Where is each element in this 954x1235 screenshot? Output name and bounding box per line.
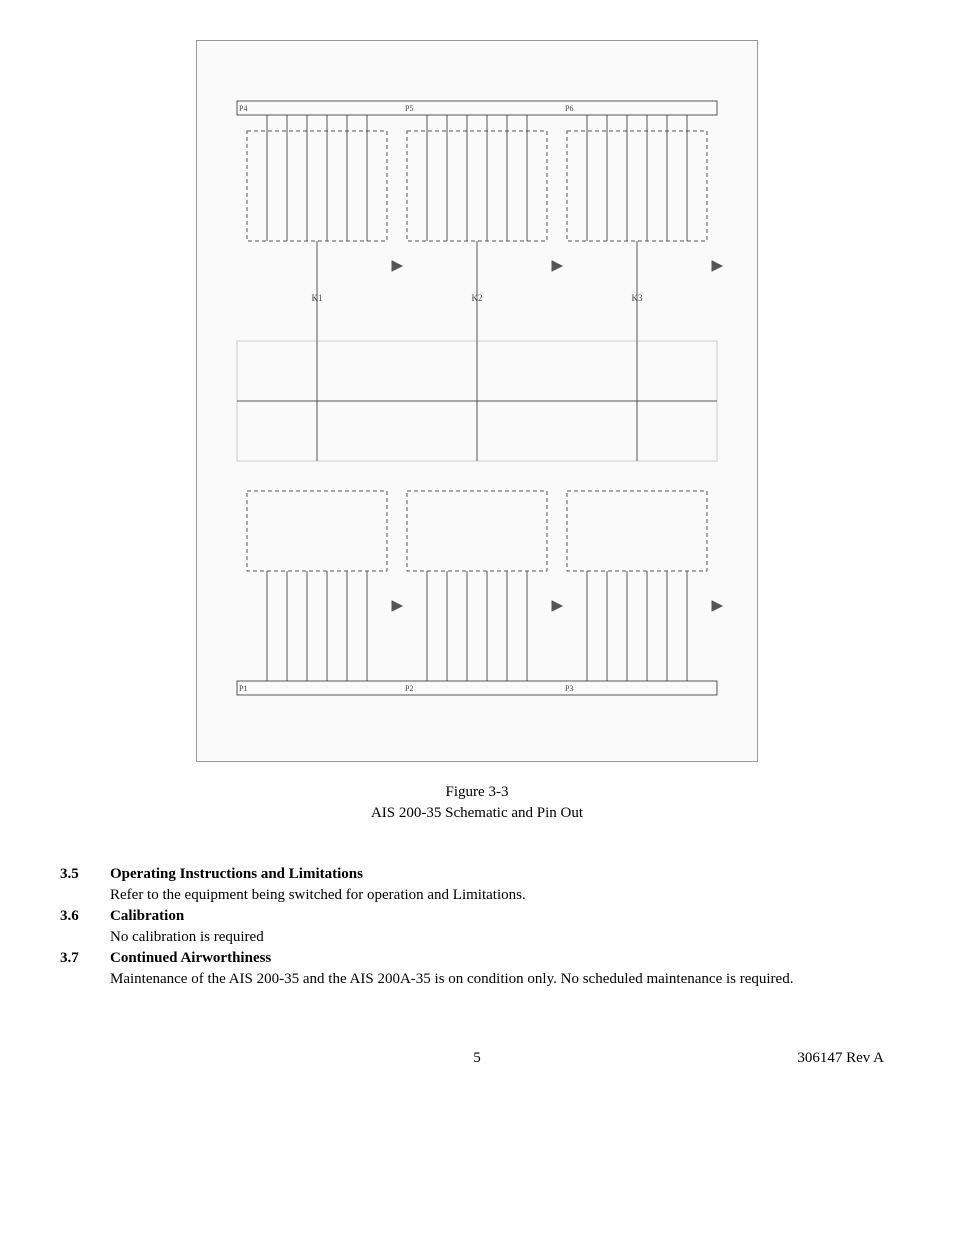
section-number: 3.5 — [60, 864, 110, 885]
svg-text:K2: K2 — [472, 293, 483, 303]
section-number: 3.6 — [60, 906, 110, 927]
figure-number: Figure 3-3 — [60, 782, 894, 803]
svg-text:P3: P3 — [565, 684, 573, 693]
section-text: Refer to the equipment being switched fo… — [110, 885, 894, 906]
svg-text:P6: P6 — [565, 104, 573, 113]
footer-doc-rev: 306147 Rev A — [797, 1050, 884, 1067]
section-title: Operating Instructions and Limitations — [110, 866, 363, 882]
svg-text:P5: P5 — [405, 104, 413, 113]
sections-block: 3.5 Operating Instructions and Limitatio… — [60, 864, 894, 990]
schematic-figure: K1 K2 K3 P1 P2 P3 P4 P5 P6 — [196, 40, 758, 762]
section-3-6: 3.6 Calibration — [60, 906, 894, 927]
svg-text:P2: P2 — [405, 684, 413, 693]
svg-text:P1: P1 — [239, 684, 247, 693]
section-3-5: 3.5 Operating Instructions and Limitatio… — [60, 864, 894, 885]
svg-text:P4: P4 — [239, 104, 247, 113]
section-text: No calibration is required — [110, 927, 894, 948]
svg-text:K1: K1 — [312, 293, 323, 303]
footer-page-number: 5 — [473, 1050, 481, 1067]
page-footer: 5 306147 Rev A — [60, 1050, 894, 1067]
schematic-svg: K1 K2 K3 P1 P2 P3 P4 P5 P6 — [197, 41, 757, 761]
svg-text:K3: K3 — [632, 293, 643, 303]
figure-caption: Figure 3-3 AIS 200-35 Schematic and Pin … — [60, 782, 894, 824]
section-3-7: 3.7 Continued Airworthiness — [60, 948, 894, 969]
section-text: Maintenance of the AIS 200-35 and the AI… — [110, 969, 894, 990]
section-title: Calibration — [110, 908, 184, 924]
figure-title: AIS 200-35 Schematic and Pin Out — [60, 803, 894, 824]
section-number: 3.7 — [60, 948, 110, 969]
section-title: Continued Airworthiness — [110, 950, 271, 966]
